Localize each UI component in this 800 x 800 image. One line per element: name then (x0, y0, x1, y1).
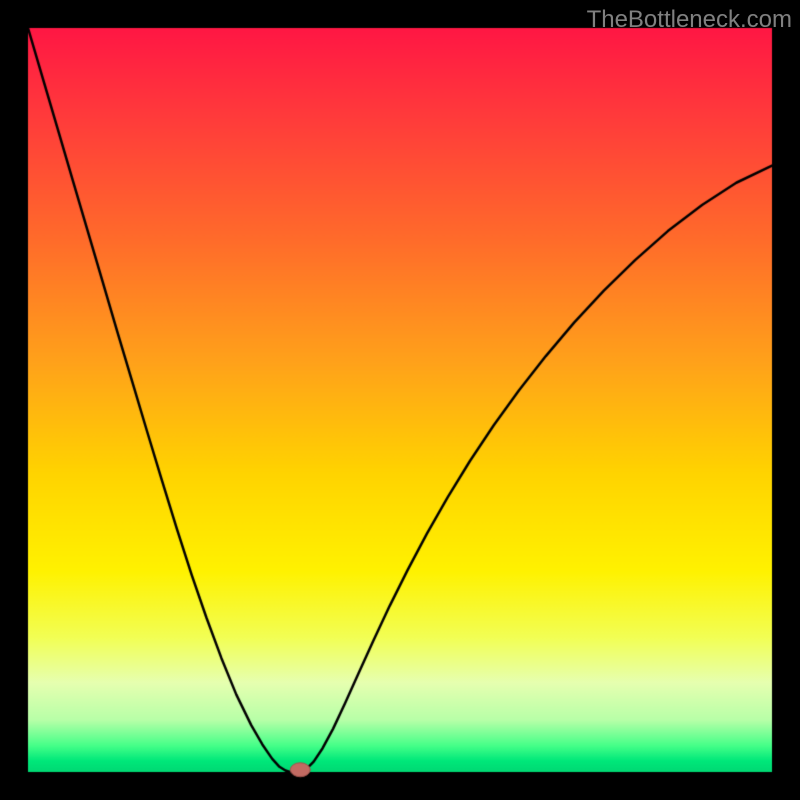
chart-stage: TheBottleneck.com (0, 0, 800, 800)
watermark-label: TheBottleneck.com (587, 6, 792, 34)
chart-canvas (0, 0, 800, 800)
